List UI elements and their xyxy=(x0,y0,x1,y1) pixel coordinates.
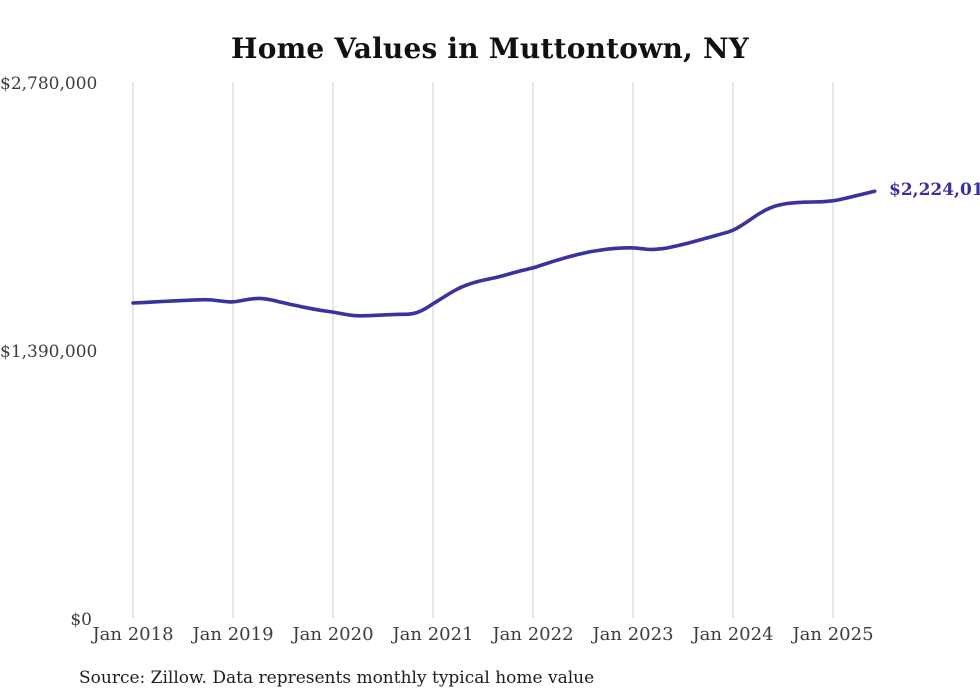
x-axis-tick-2023: Jan 2023 xyxy=(592,624,674,645)
y-axis-tick-top: $2,780,000 xyxy=(0,74,98,94)
x-axis-tick-2024: Jan 2024 xyxy=(692,624,774,645)
x-axis-tick-2022: Jan 2022 xyxy=(492,624,574,645)
y-axis-tick-middle: $1,390,000 xyxy=(0,342,98,362)
year-gridlines xyxy=(132,82,834,618)
home-value-line xyxy=(131,189,877,318)
x-axis-tick-2021: Jan 2021 xyxy=(392,624,474,645)
y-axis-tick-zero: $0 xyxy=(70,610,92,630)
chart-title: Home Values in Muttontown, NY xyxy=(231,32,749,65)
x-axis-tick-2025: Jan 2025 xyxy=(792,624,874,645)
x-axis-tick-2018: Jan 2018 xyxy=(92,624,174,645)
x-axis-tick-2020: Jan 2020 xyxy=(292,624,374,645)
x-axis-tick-2019: Jan 2019 xyxy=(192,624,274,645)
latest-value-label: $2,224,019 xyxy=(889,180,980,200)
source-note: Source: Zillow. Data represents monthly … xyxy=(79,668,595,688)
